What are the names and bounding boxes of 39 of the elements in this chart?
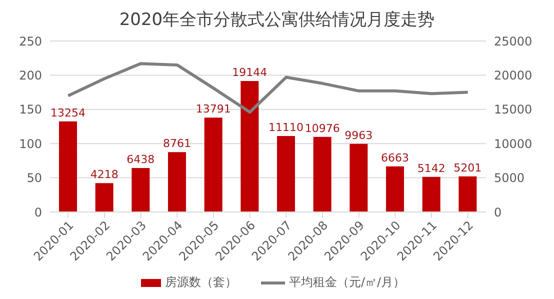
legend-label: 房源数（套） — [164, 274, 237, 291]
data-label: 19144 — [232, 66, 268, 80]
y2-tick-label: 10000 — [494, 136, 532, 151]
bar — [422, 176, 440, 212]
data-label: 13254 — [50, 106, 86, 120]
bar — [386, 166, 404, 212]
y-tick-label: 150 — [19, 102, 42, 117]
bar — [59, 121, 77, 212]
data-label: 13791 — [196, 102, 231, 116]
data-label: 6438 — [126, 152, 155, 166]
y-tick-label: 50 — [26, 171, 42, 186]
bar — [313, 136, 332, 212]
y2-tick-label: 25000 — [494, 34, 532, 48]
y2-tick-label: 0 — [494, 205, 502, 220]
bar — [95, 183, 114, 212]
y2-tick-label: 5000 — [494, 171, 525, 186]
y-tick-label: 0 — [34, 205, 42, 220]
data-label: 5201 — [454, 161, 482, 174]
data-label: 4218 — [90, 168, 118, 182]
y-tick-label: 100 — [19, 136, 42, 151]
y2-tick-label: 15000 — [494, 102, 532, 117]
data-label: 6663 — [381, 151, 409, 164]
bar — [240, 81, 259, 212]
y-tick-label: 200 — [19, 68, 42, 82]
bar — [168, 152, 186, 212]
y2-tick-label: 20000 — [494, 68, 532, 82]
y-tick-label: 250 — [19, 34, 42, 48]
chart-title: 2020年全市分散式公寓供给情况月度走势 — [118, 9, 436, 31]
data-label: 11110 — [268, 121, 304, 134]
bar — [277, 136, 295, 212]
data-label: 8761 — [163, 137, 191, 150]
data-label: 9963 — [344, 128, 373, 142]
bar — [204, 118, 222, 212]
data-label: 5142 — [417, 162, 446, 175]
bar — [132, 168, 150, 212]
bar — [350, 144, 368, 212]
bar — [458, 176, 477, 212]
data-label: 10976 — [304, 122, 340, 135]
legend-label: 平均租金（元/㎡/月） — [288, 274, 406, 291]
